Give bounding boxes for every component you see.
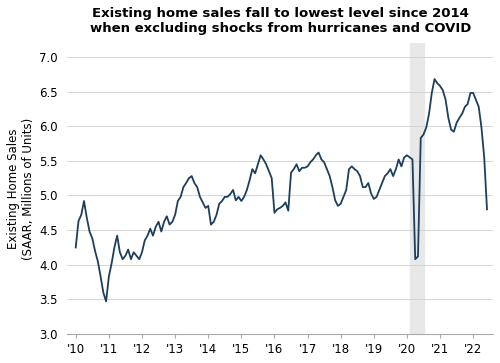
Bar — [410, 43, 424, 334]
Y-axis label: Existing Home Sales
(SAAR, Millions of Units): Existing Home Sales (SAAR, Millions of U… — [7, 117, 35, 260]
Title: Existing home sales fall to lowest level since 2014
when excluding shocks from h: Existing home sales fall to lowest level… — [90, 7, 471, 35]
